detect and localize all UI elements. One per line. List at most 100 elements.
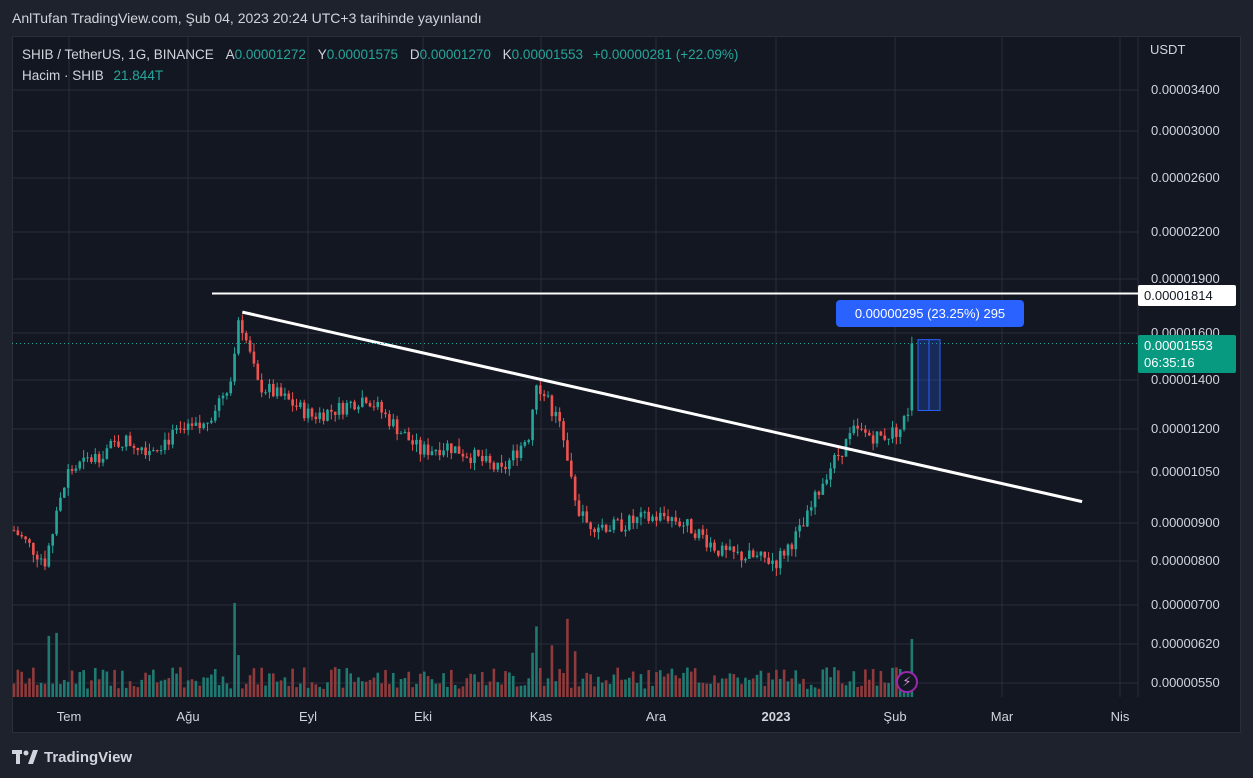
trendline: [241, 310, 1083, 504]
candle-body: [12, 530, 16, 532]
volume-bar: [117, 688, 120, 697]
candle-body: [70, 469, 74, 471]
candle-body: [759, 551, 763, 556]
volume-bar: [492, 668, 496, 697]
high-value: 0.00001575: [326, 47, 399, 62]
volume-bar: [128, 681, 132, 697]
candle-body: [333, 411, 337, 415]
candle-body: [155, 450, 159, 452]
candle-body: [778, 550, 782, 569]
y-tick-label: 0.00001400: [1151, 372, 1220, 387]
volume-bar: [554, 681, 558, 697]
volume-bar: [457, 688, 461, 697]
candle-body: [848, 433, 852, 440]
candle-body: [628, 515, 631, 530]
volume-bar: [620, 679, 623, 697]
candle-body: [93, 454, 97, 463]
volume-bar: [426, 676, 430, 697]
volume-bar: [430, 679, 434, 697]
volume-bar: [59, 684, 62, 697]
y-tick-label: 0.00003400: [1151, 82, 1220, 97]
volume-bar: [844, 685, 848, 697]
candle-body: [291, 399, 294, 406]
y-tick-label: 0.00003000: [1151, 123, 1220, 138]
open-value: 0.00001272: [234, 47, 306, 62]
volume-bar: [415, 683, 418, 697]
volume-bar: [782, 669, 786, 697]
volume-bar: [500, 684, 503, 697]
candle-body: [395, 419, 399, 435]
volume-bar: [860, 685, 863, 697]
candle-body: [132, 445, 136, 448]
volume-bar: [206, 677, 209, 697]
candle-body: [457, 446, 461, 454]
volume-bar: [244, 683, 248, 697]
volume-bar: [442, 673, 445, 697]
volume-bar: [585, 672, 589, 697]
candle-body: [179, 428, 182, 430]
volume-bar: [488, 681, 492, 697]
volume-bar: [152, 669, 155, 697]
volume-bar: [109, 685, 113, 697]
candle-body: [751, 550, 755, 557]
candle-body: [469, 457, 472, 464]
volume-bar: [275, 681, 279, 697]
lightning-icon[interactable]: ⚡: [896, 671, 918, 693]
volume-bar: [190, 679, 194, 697]
candle-body: [875, 431, 879, 444]
volume-bar: [163, 679, 167, 697]
volume-bar: [771, 679, 774, 697]
candle-body: [821, 483, 825, 495]
candle-body: [829, 468, 832, 480]
volume-bar: [840, 683, 844, 697]
x-tick-label: Kas: [529, 709, 553, 724]
candle-body: [47, 545, 51, 567]
volume-bar: [732, 674, 736, 697]
candle-body: [689, 519, 693, 534]
close-value: 0.00001553: [511, 47, 583, 62]
volume-bar: [43, 683, 47, 697]
candle-body: [256, 363, 260, 380]
volume-bar: [798, 683, 801, 697]
volume-bar: [748, 679, 751, 697]
candle-body: [39, 558, 43, 560]
candle-body: [515, 450, 519, 458]
x-tick-label: 2023: [761, 709, 791, 724]
volume-bar: [182, 687, 186, 697]
volume-bar: [527, 678, 531, 697]
candle-body: [461, 453, 465, 457]
candle-body: [488, 455, 492, 463]
volume-bar: [751, 678, 755, 697]
volume-bar: [271, 673, 275, 697]
candle-body: [415, 439, 418, 445]
chart-area[interactable]: [12, 36, 1241, 733]
volume-bar: [558, 669, 561, 697]
candle-body: [519, 445, 523, 458]
volume-bar: [655, 672, 658, 697]
candle-body: [407, 431, 411, 441]
candle-body: [353, 401, 356, 410]
tradingview-logo-icon: [12, 750, 38, 764]
candle-body: [895, 427, 898, 438]
volume-bar: [480, 672, 484, 697]
volume-bar: [121, 670, 124, 697]
volume-bar: [376, 672, 380, 697]
volume-bar: [589, 674, 592, 697]
candle-body: [782, 550, 786, 556]
volume-bar: [709, 683, 712, 697]
volume-bar: [775, 669, 778, 697]
volume-bar: [132, 685, 136, 697]
volume-bar: [701, 682, 705, 697]
candle-body: [124, 435, 128, 447]
candle-body: [523, 442, 527, 446]
volume-bar: [686, 667, 689, 697]
volume-bar: [802, 678, 805, 697]
candle-body: [686, 519, 689, 526]
candle-body: [597, 527, 600, 533]
candle-body: [755, 555, 759, 557]
candle-body: [152, 450, 155, 452]
candle-body: [63, 487, 66, 498]
candle-body: [856, 425, 859, 429]
candle-body: [825, 479, 828, 484]
